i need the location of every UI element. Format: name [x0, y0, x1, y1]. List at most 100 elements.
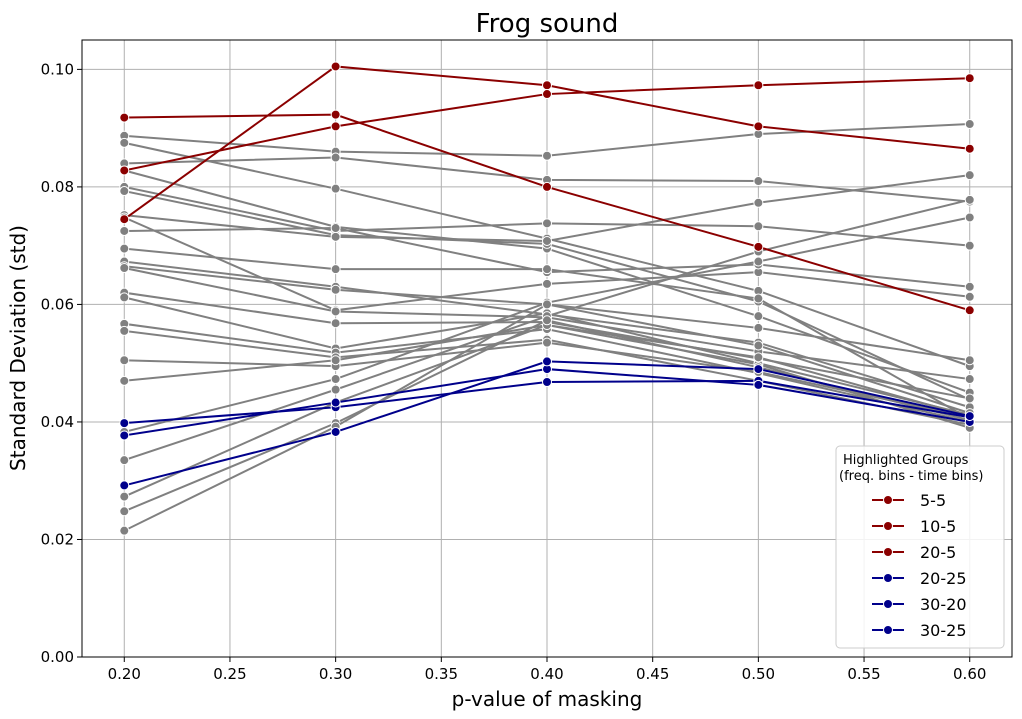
x-axis-label: p-value of masking	[452, 687, 643, 711]
series-20-25-point	[119, 418, 130, 429]
background-series-21-point	[330, 384, 341, 395]
chart-title: Frog sound	[476, 9, 619, 39]
series-30-25-point	[964, 411, 975, 422]
background-series-21-point	[119, 455, 130, 466]
legend-entries: 5-5 10-5 20-5 20-25 30-20 30-25	[872, 491, 967, 640]
background-series-24-point	[542, 299, 552, 310]
background-series-7-point	[964, 170, 975, 181]
y-tick-label: 0.04	[41, 413, 74, 431]
y-tick-label: 0.06	[41, 295, 74, 313]
legend-swatch-marker	[883, 573, 893, 583]
background-series-12-point	[753, 322, 764, 333]
legend-swatch-marker	[883, 547, 893, 557]
background-series-19-point	[330, 355, 341, 366]
background-series-22-point	[753, 352, 764, 363]
x-tick-label: 0.25	[213, 665, 246, 683]
series-30-25-point	[330, 426, 341, 437]
legend-entry-10-5: 10-5	[872, 517, 956, 536]
y-tick-label: 0.08	[41, 178, 74, 196]
legend-entry-20-5: 20-5	[872, 543, 956, 562]
x-tick-label: 0.55	[847, 665, 880, 683]
series-5-5	[119, 109, 975, 316]
background-series-12-point	[964, 355, 975, 366]
background-series-6-point	[119, 186, 130, 197]
legend-entry-30-25: 30-25	[872, 621, 967, 640]
background-series-10-point	[753, 293, 764, 304]
series-20-5	[119, 73, 975, 176]
legend-label: 30-20	[920, 595, 967, 614]
series-10-5-point	[753, 121, 764, 132]
y-tick-label: 0.00	[41, 648, 74, 666]
legend-entry-5-5: 5-5	[872, 491, 946, 510]
background-series-21-point	[964, 194, 975, 205]
background-series-13-point	[119, 262, 130, 273]
series-20-5-point	[330, 121, 341, 132]
series-5-5-point	[542, 181, 552, 192]
series-10-5	[119, 61, 975, 225]
y-tick-label: 0.02	[41, 530, 74, 548]
background-series-13-point	[964, 374, 975, 385]
x-tick-label: 0.40	[530, 665, 563, 683]
series-5-5-point	[753, 241, 764, 252]
background-series-10-point	[330, 264, 341, 275]
background-series-13-point	[330, 306, 341, 317]
background-series-12-point	[330, 284, 341, 295]
background-series-7-point	[542, 235, 552, 246]
series-20-5-point	[542, 89, 552, 100]
legend-swatch-marker	[883, 625, 893, 635]
series-10-5-point	[542, 80, 552, 91]
background-series-8-point	[542, 278, 552, 289]
x-tick-label: 0.35	[425, 665, 458, 683]
legend: Highlighted Groups (freq. bins - time bi…	[835, 445, 1005, 649]
y-axis-label: Standard Deviation (std)	[6, 225, 30, 471]
background-series-7-point	[753, 197, 764, 208]
legend-label: 20-25	[920, 569, 967, 588]
x-tick-label: 0.20	[108, 665, 141, 683]
series-30-20	[119, 364, 975, 441]
legend-swatch-marker	[883, 495, 893, 505]
legend-label: 30-25	[920, 621, 967, 640]
legend-swatch-marker	[883, 599, 893, 609]
series-20-5-point	[964, 73, 975, 84]
series-5-5-point	[964, 305, 975, 316]
background-series-20-point	[330, 374, 341, 385]
background-series-10-point	[119, 243, 130, 254]
series-30-25	[119, 356, 975, 491]
series-10-5-point	[964, 143, 975, 154]
background-series-23-point	[119, 506, 130, 517]
background-series-18-point	[119, 355, 130, 366]
series-5-5-point	[119, 112, 130, 123]
background-series-2-point	[119, 137, 130, 148]
legend-entry-30-20: 30-20	[872, 595, 967, 614]
background-series-1-point	[542, 150, 552, 161]
background-series-9-point	[964, 281, 975, 292]
background-series-14-point	[964, 393, 975, 404]
x-tick-label: 0.50	[742, 665, 775, 683]
series-30-25-point	[119, 480, 130, 491]
x-tick-label: 0.60	[953, 665, 986, 683]
background-series-19-point	[119, 375, 130, 386]
background-series-14-point	[330, 318, 341, 329]
background-series-15-point	[119, 292, 130, 303]
series-30-20-point	[119, 430, 130, 441]
legend-label: 10-5	[920, 517, 956, 536]
series-20-5-point	[753, 80, 764, 91]
background-series-17-point	[119, 325, 130, 336]
series-20-5-point	[119, 165, 130, 176]
highlighted-series	[119, 61, 975, 491]
series-30-20-point	[330, 397, 341, 408]
y-axis-ticks: 0.00 0.02 0.04 0.06 0.08 0.10	[41, 60, 82, 666]
series-10-5-point	[119, 214, 130, 225]
background-series-1	[119, 119, 975, 161]
background-series-5-point	[542, 218, 552, 229]
series-20-25-point	[542, 376, 552, 387]
series-30-25-point	[753, 364, 764, 375]
legend-label: 20-5	[920, 543, 956, 562]
series-10-5-point	[330, 61, 341, 72]
legend-label: 5-5	[920, 491, 946, 510]
x-axis-ticks: 0.20 0.25 0.30 0.35 0.40 0.45 0.50 0.55 0.60	[108, 657, 986, 683]
background-series-20-point	[753, 256, 764, 267]
background-series-23-point	[542, 315, 552, 326]
background-series-24-point	[119, 525, 130, 536]
